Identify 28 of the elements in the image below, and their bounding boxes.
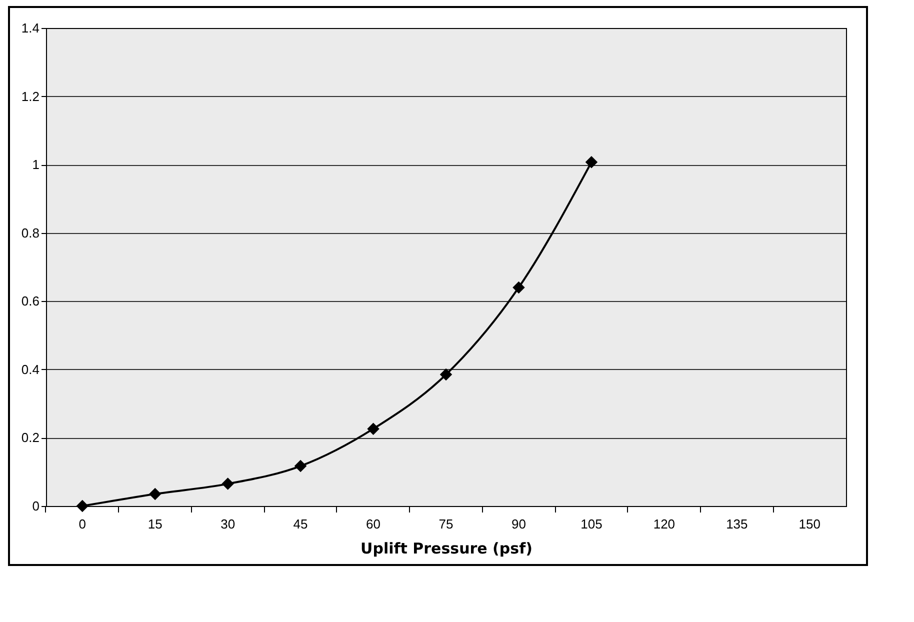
y-tick-label: 0.4 [21,362,40,377]
point [148,488,162,500]
x-tick-label: 120 [653,516,676,532]
point [440,368,452,381]
x-tick-label: 150 [798,516,820,532]
x-tick-label: 60 [366,516,381,532]
y-tick-label: 1.4 [21,20,40,36]
x-tick-label: 135 [726,516,748,532]
point [294,460,307,472]
y-tick-label: 1.2 [21,88,40,104]
y-tick-label: 0 [32,498,40,514]
x-axis-title: Uplift Pressure (psf) [360,540,532,558]
point [585,156,598,168]
x-tick-label: 30 [220,516,236,532]
point [367,422,380,435]
x-tick-label: 105 [580,516,602,532]
x-tick-label: 0 [78,516,86,532]
y-tick-label: 0.2 [21,430,40,446]
x-tick-label: 75 [438,516,454,532]
point [76,500,88,512]
x-tick-label: 90 [511,516,526,532]
y-tick-label: 0.6 [21,294,40,309]
point [512,281,525,294]
point [222,478,234,490]
x-tick-label: 45 [293,516,308,532]
y-tick-label: 1 [32,157,40,172]
x-tick-label: 15 [148,516,162,532]
y-tick-label: 0.8 [21,225,40,240]
